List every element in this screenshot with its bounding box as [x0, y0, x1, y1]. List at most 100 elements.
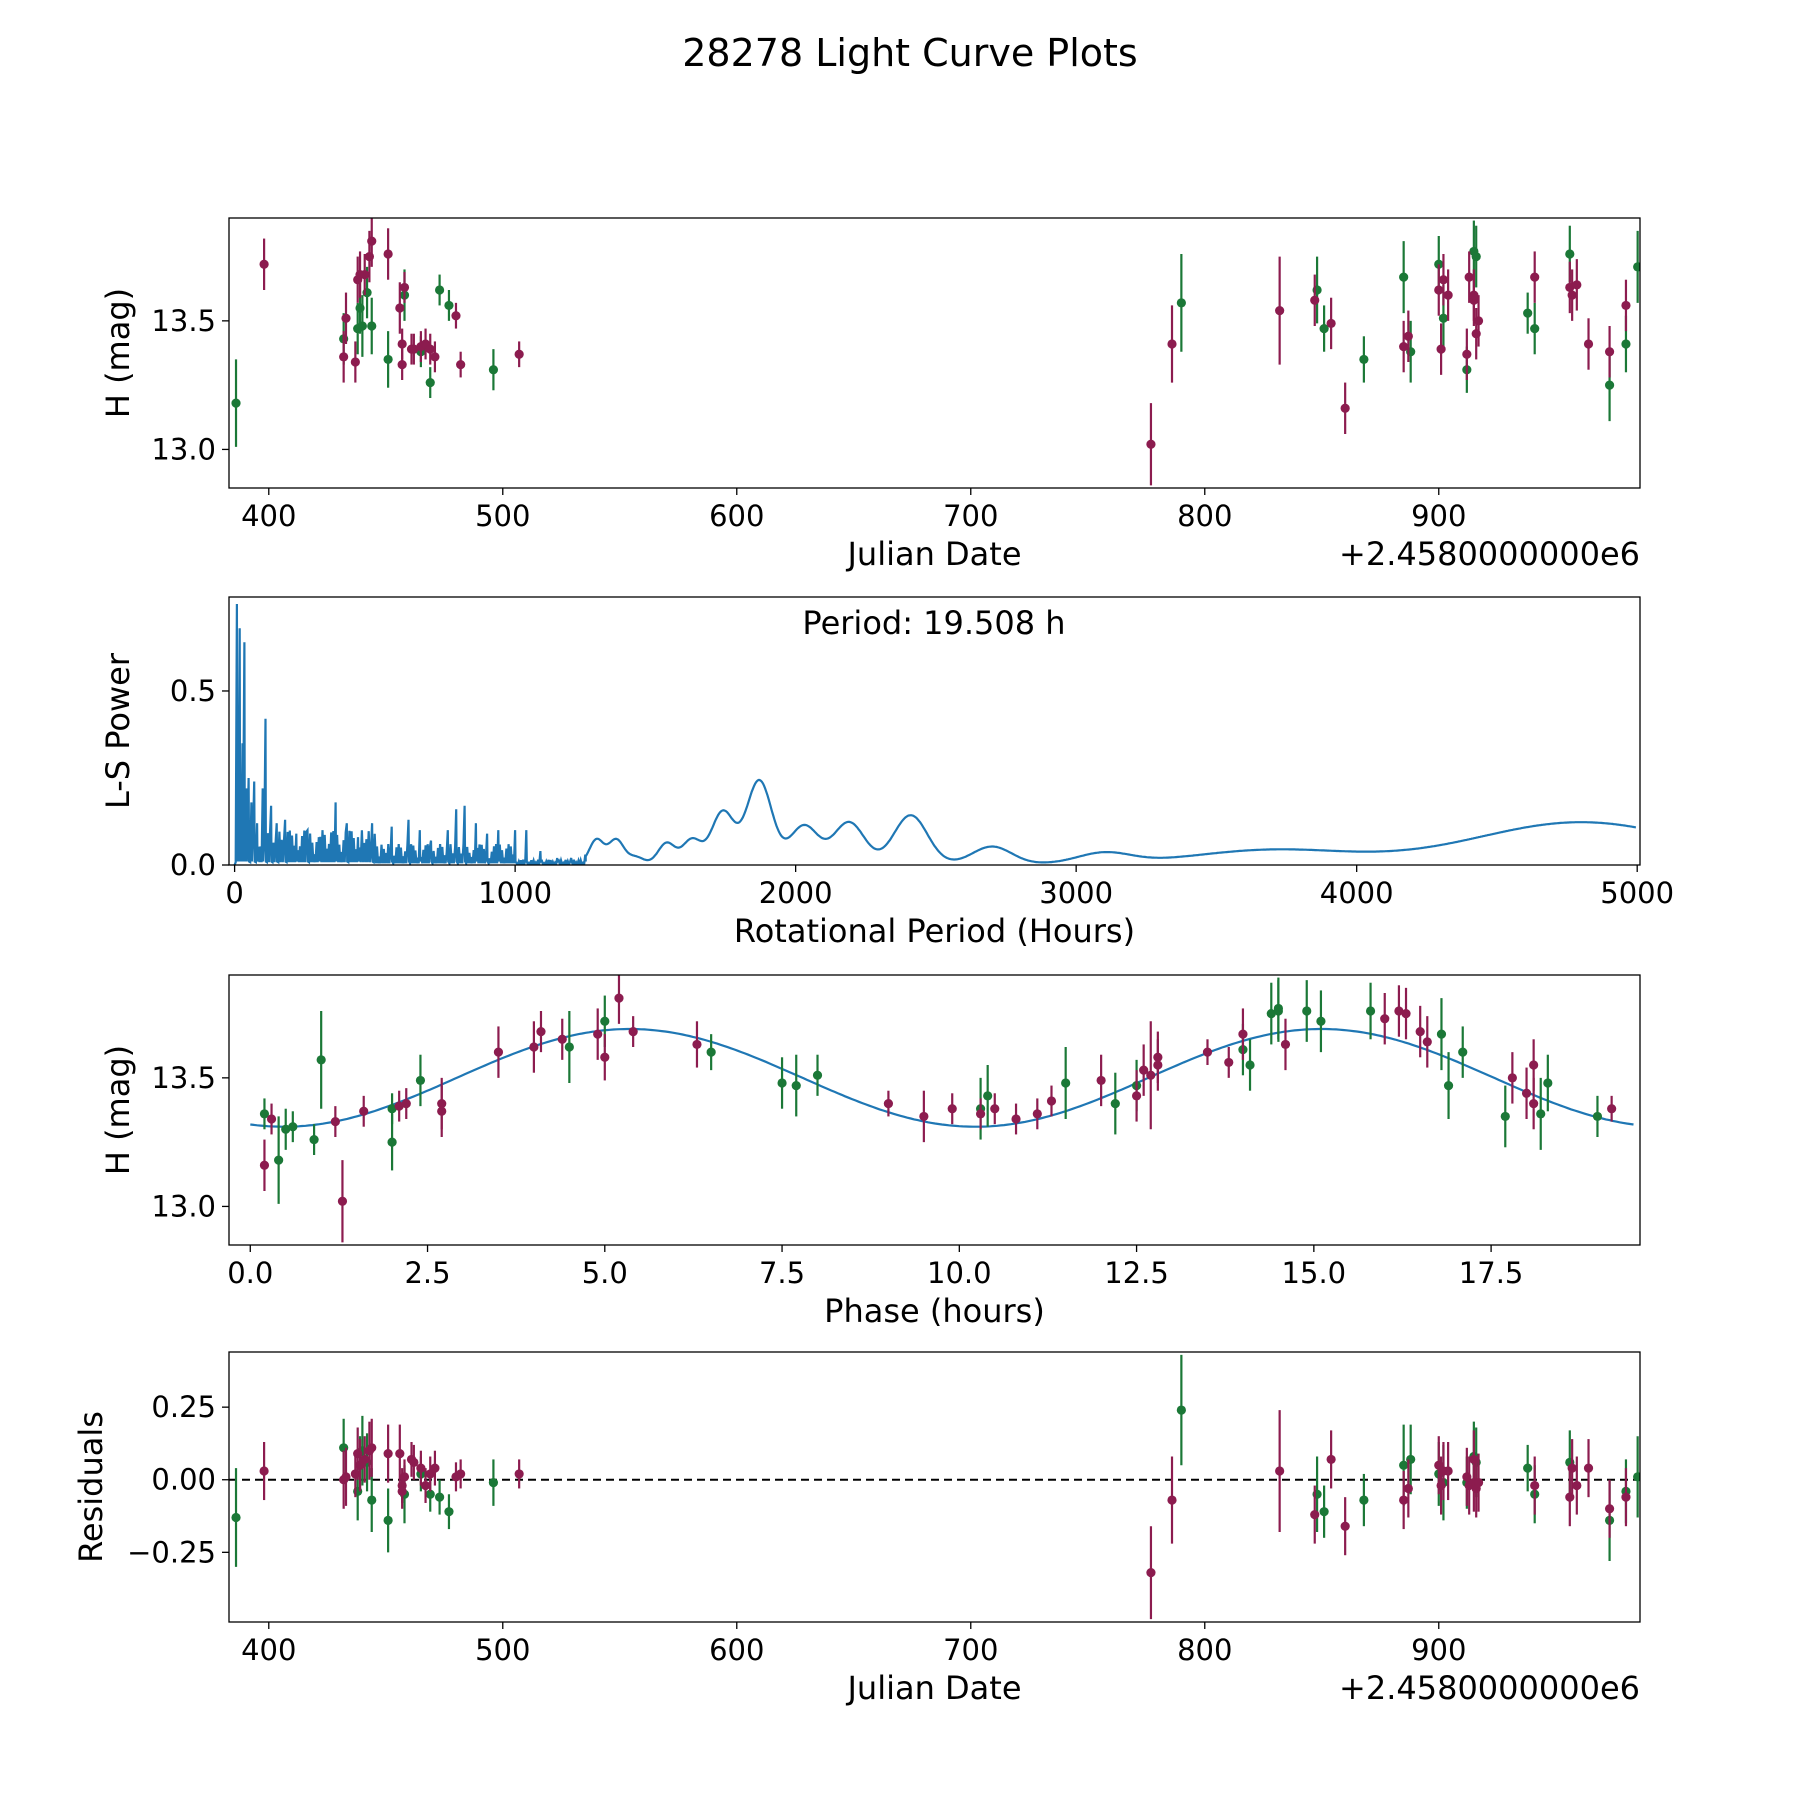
- band_b-data-point: [883, 1098, 894, 1109]
- x-tick-label: 500: [475, 1633, 530, 1667]
- band_a-data-point: [231, 398, 241, 408]
- x-tick-label: 0.0: [227, 1256, 273, 1290]
- band_b-data-point: [975, 1109, 986, 1119]
- band_b-data-point: [456, 359, 466, 370]
- band_a-data-point: [983, 1091, 993, 1101]
- band_a-data-point: [415, 1075, 426, 1086]
- band_b-data-point: [947, 1104, 957, 1114]
- band_b-data-point: [430, 352, 440, 362]
- band_b-data-point: [456, 1469, 466, 1479]
- band_b-data-point: [1139, 1065, 1149, 1075]
- band_a-data-point: [1633, 262, 1640, 272]
- band_a-data-point: [274, 1155, 284, 1165]
- axes-frame: [228, 596, 1641, 866]
- band_a-data-point: [367, 1495, 377, 1505]
- band_b-data-point: [420, 1480, 431, 1491]
- band_b-data-point: [1011, 1114, 1021, 1124]
- band_b-data-point: [359, 1106, 369, 1116]
- x-tick-label: 900: [1411, 1633, 1466, 1667]
- band_b-data-point: [1131, 1091, 1142, 1101]
- y-axis-label: Residuals: [72, 1411, 110, 1563]
- x-tick-label: 400: [241, 1633, 296, 1667]
- band_b-data-point: [416, 1463, 426, 1473]
- y-tick-label: 0.25: [151, 1390, 216, 1424]
- band_b-data-point: [1096, 1075, 1106, 1086]
- residuals-panel: 400 500 600 700 800 900 0.25 0.00 −0.25 Julian Da…: [72, 1351, 1641, 1707]
- band_b-data-point: [692, 1039, 702, 1050]
- band_a-data-point: [1471, 251, 1481, 262]
- band_b-data-point: [593, 1029, 603, 1039]
- x-tick-label: 700: [943, 499, 998, 533]
- band_a-data-point: [1110, 1098, 1120, 1109]
- band_b-data-point: [395, 1449, 405, 1459]
- band_a-data-point: [1438, 313, 1449, 323]
- x-axis-label: Julian Date: [845, 1669, 1021, 1707]
- band_a-data-point: [1245, 1060, 1255, 1070]
- y-tick-label: 0.5: [170, 674, 216, 708]
- x-tick-label: 600: [709, 1633, 764, 1667]
- band_b-data-point: [514, 349, 524, 359]
- band_a-data-point: [564, 1042, 574, 1052]
- x-tick-label: 800: [1177, 499, 1232, 533]
- band_b-data-point: [339, 352, 349, 362]
- band_a-data-point: [425, 377, 435, 388]
- x-tick-label: 400: [241, 499, 296, 533]
- band_b-data-point: [1340, 1521, 1350, 1531]
- band_b-data-point: [266, 1114, 277, 1124]
- x-tick-label: 900: [1411, 499, 1466, 533]
- band_b-data-point: [1238, 1029, 1248, 1039]
- band_a-data-point: [288, 1122, 298, 1132]
- band_b-data-point: [1621, 1492, 1631, 1502]
- band_b-data-point: [557, 1034, 567, 1044]
- band_b-data-point: [1399, 1495, 1409, 1505]
- band_b-data-point: [1621, 300, 1631, 311]
- band_b-data-point: [1604, 347, 1615, 357]
- band_b-data-point: [1438, 275, 1449, 285]
- band_b-data-point: [1443, 290, 1453, 300]
- band_a-data-point: [383, 1515, 393, 1525]
- band_b-data-point: [337, 1196, 348, 1206]
- x-offset-label: +2.4580000000e6: [1339, 535, 1640, 573]
- x-tick-label: 1000: [478, 876, 552, 910]
- axes-frame: [228, 217, 1641, 489]
- band_a-data-point: [357, 321, 367, 331]
- band_b-data-point: [1403, 331, 1413, 341]
- x-tick-label: 600: [709, 499, 764, 533]
- band_a-data-point: [1319, 323, 1329, 334]
- band_a-data-point: [425, 1489, 435, 1499]
- band_b-data-point: [259, 1466, 269, 1476]
- band_b-series: [259, 975, 1617, 1243]
- x-tick-label: 700: [943, 1633, 998, 1667]
- band_b-data-point: [350, 357, 360, 367]
- x-tick-label: 5.0: [582, 1256, 628, 1290]
- band_b-data-point: [1280, 1039, 1291, 1050]
- band_b-data-point: [1380, 1014, 1390, 1024]
- x-tick-label: 0: [225, 876, 243, 910]
- band_a-data-point: [1399, 272, 1409, 282]
- band_a-data-point: [1176, 298, 1186, 308]
- x-tick-label: 2000: [759, 876, 833, 910]
- band_a-data-point: [1266, 1008, 1276, 1019]
- band_b-data-point: [493, 1047, 504, 1057]
- band_b-data-point: [259, 259, 269, 269]
- band_a-data-point: [1565, 249, 1575, 259]
- x-tick-label: 5000: [1600, 876, 1674, 910]
- band_a-data-point: [1458, 1047, 1468, 1057]
- band_a-data-point: [1359, 354, 1369, 365]
- band_a-data-point: [1536, 1109, 1546, 1119]
- band_a-data-point: [1302, 1006, 1312, 1016]
- band_a-data-point: [777, 1078, 787, 1088]
- band_b-data-point: [1399, 341, 1409, 352]
- band_b-data-point: [1275, 1466, 1285, 1476]
- y-axis-label: L-S Power: [99, 652, 137, 809]
- band_b-data-point: [1032, 1109, 1042, 1119]
- band_b-data-point: [394, 1101, 404, 1111]
- band_b-data-point: [360, 1454, 370, 1465]
- band_b-data-point: [341, 1472, 351, 1482]
- band_b-data-point: [1567, 1463, 1577, 1473]
- band_b-data-point: [401, 1098, 411, 1109]
- band_b-data-point: [1464, 272, 1474, 282]
- y-axis-label: H (mag): [99, 288, 137, 418]
- plot-area: [231, 218, 1640, 486]
